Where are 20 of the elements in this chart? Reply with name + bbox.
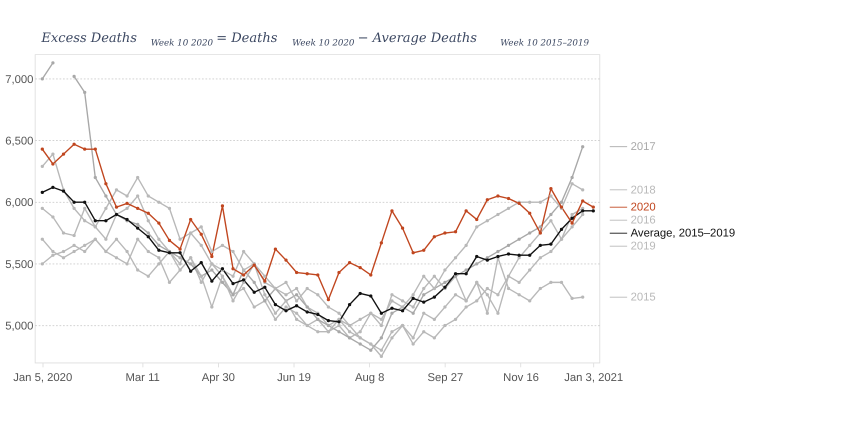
y-tick-label: 6,500 (5, 135, 34, 148)
y-tick-label: 5,500 (5, 258, 34, 271)
x-tick-label: Sep 27 (427, 372, 464, 384)
legend-label: 2017 (630, 141, 656, 154)
x-tick-label: Apr 30 (202, 372, 235, 384)
legend-label: 2018 (630, 184, 656, 196)
y-tick-label: 7,000 (5, 74, 34, 86)
x-tick-label: Aug 8 (354, 372, 384, 384)
legend-label: 2019 (630, 240, 656, 253)
legend-label: Average, 2015–2019 (630, 228, 736, 240)
legend-label: 2020 (630, 202, 656, 214)
y-tick-label: 5,000 (5, 320, 34, 332)
y-tick-label: 6,000 (5, 197, 34, 210)
x-tick-label: Mar 11 (126, 372, 160, 384)
x-tick-label: Jun 19 (277, 372, 311, 384)
x-tick-label: Jan 3, 2021 (564, 372, 624, 384)
legend-label: 2015 (630, 292, 656, 304)
legend-label: 2016 (630, 214, 656, 227)
x-tick-label: Jan 5, 2020 (13, 372, 72, 384)
x-tick-label: Nov 16 (503, 372, 539, 384)
